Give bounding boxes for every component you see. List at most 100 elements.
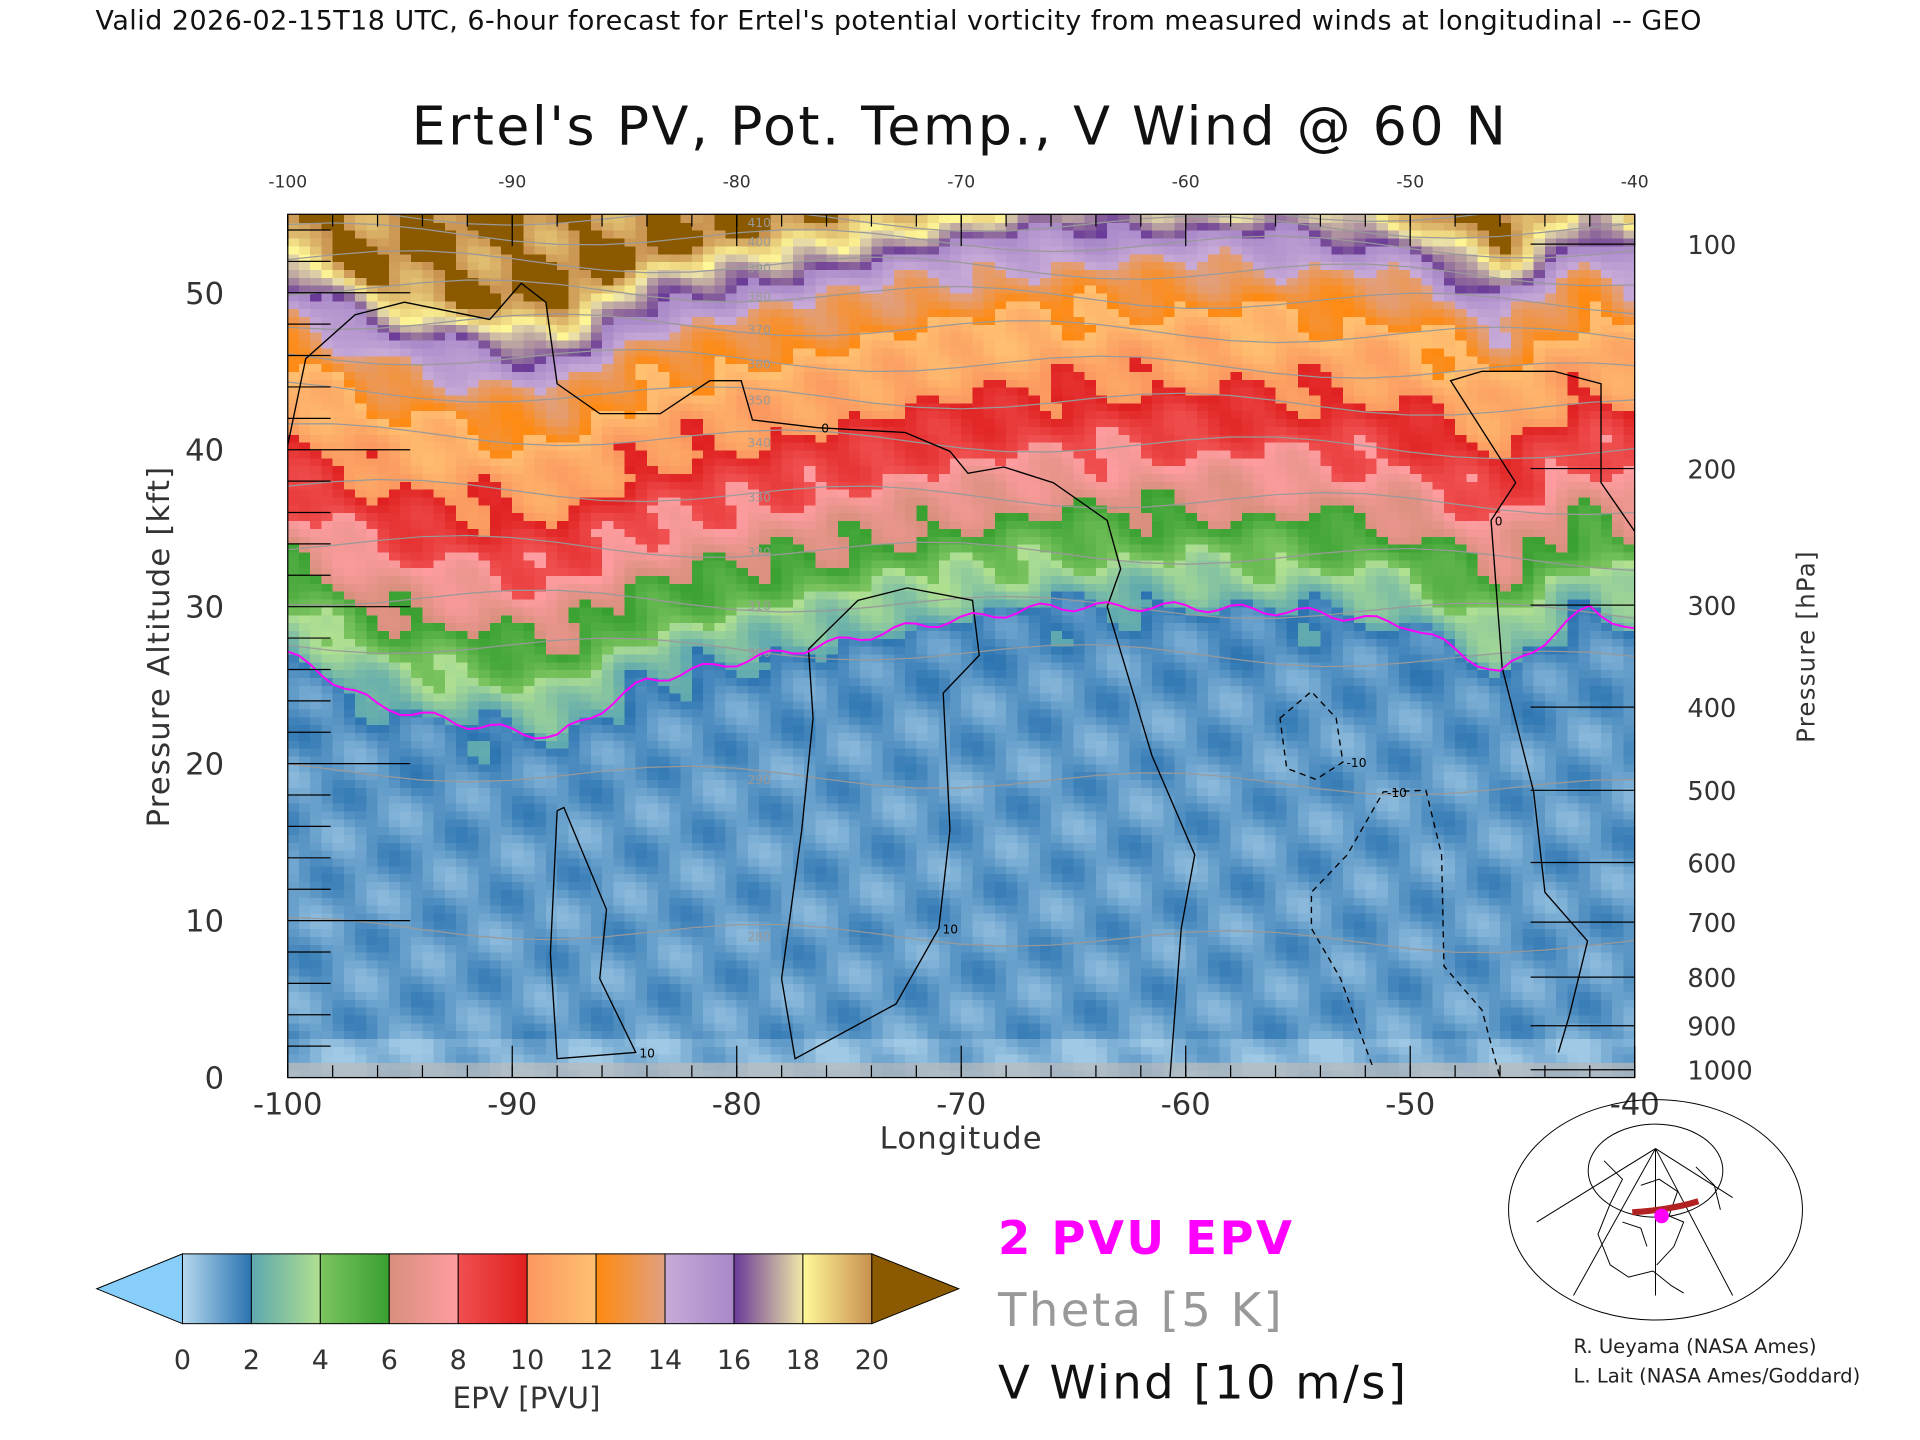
- epv-cell: [298, 402, 311, 412]
- epv-cell: [501, 897, 513, 906]
- epv-cell: [287, 496, 300, 506]
- epv-cell: [703, 747, 716, 757]
- epv-cell: [590, 669, 603, 679]
- epv-cell: [523, 928, 536, 938]
- epv-cell: [759, 269, 772, 278]
- epv-cell: [422, 865, 435, 875]
- epv-cell: [691, 512, 704, 522]
- epv-cell: [467, 881, 480, 890]
- epv-cell: [534, 520, 547, 529]
- epv-cell: [545, 371, 558, 380]
- epv-cell: [501, 1014, 513, 1024]
- epv-cell: [523, 229, 536, 239]
- epv-cell: [489, 559, 502, 569]
- epv-cell: [534, 1006, 547, 1016]
- epv-cell: [613, 488, 626, 498]
- epv-cell: [388, 512, 401, 522]
- epv-cell: [624, 1022, 637, 1032]
- epv-cell: [444, 528, 457, 537]
- epv-cell: [545, 873, 558, 883]
- epv-cell: [400, 700, 412, 710]
- epv-cell: [781, 245, 794, 255]
- epv-cell: [747, 763, 760, 773]
- epv-cell: [691, 473, 704, 482]
- epv-cell: [736, 583, 749, 592]
- epv-cell: [669, 386, 682, 396]
- epv-cell: [736, 653, 749, 663]
- epv-cell: [400, 598, 412, 608]
- epv-cell: [545, 363, 558, 372]
- epv-cell: [725, 889, 738, 898]
- epv-cell: [512, 732, 525, 741]
- epv-cell: [433, 983, 446, 992]
- epv-cell: [332, 575, 345, 584]
- epv-cell: [680, 598, 693, 608]
- epv-cell: [534, 214, 547, 223]
- epv-cell: [501, 473, 513, 482]
- epv-cell: [545, 528, 558, 537]
- epv-cell: [355, 912, 368, 922]
- epv-cell: [714, 716, 727, 726]
- epv-cell: [501, 316, 513, 325]
- epv-cell: [646, 763, 659, 773]
- epv-cell: [298, 630, 311, 639]
- epv-cell: [321, 763, 334, 773]
- epv-cell: [523, 269, 536, 278]
- epv-cell: [568, 379, 581, 388]
- epv-cell: [669, 849, 682, 859]
- epv-cell: [602, 261, 615, 270]
- epv-cell: [590, 810, 603, 820]
- epv-cell: [602, 355, 615, 365]
- epv-cell: [579, 983, 592, 992]
- epv-cell: [456, 418, 469, 427]
- epv-cell: [691, 983, 704, 992]
- epv-cell: [658, 999, 671, 1008]
- epv-cell: [456, 324, 469, 333]
- epv-cell: [624, 999, 637, 1008]
- epv-cell: [422, 936, 435, 945]
- epv-cell: [411, 677, 424, 686]
- epv-cell: [489, 638, 502, 647]
- epv-cell: [310, 363, 323, 372]
- epv-cell: [489, 457, 502, 467]
- epv-cell: [377, 661, 390, 671]
- epv-cell: [310, 339, 323, 349]
- epv-cell: [523, 912, 536, 922]
- epv-cell: [400, 630, 412, 639]
- epv-cell: [422, 1022, 435, 1032]
- epv-cell: [355, 426, 368, 435]
- epv-cell: [355, 488, 368, 498]
- epv-cell: [590, 590, 603, 600]
- epv-cell: [355, 700, 368, 710]
- epv-cell: [590, 441, 603, 451]
- epv-cell: [456, 693, 469, 702]
- epv-cell: [400, 755, 412, 765]
- epv-cell: [613, 504, 626, 514]
- epv-cell: [343, 708, 356, 718]
- epv-cell: [478, 1014, 491, 1024]
- epv-cell: [714, 967, 727, 977]
- epv-cell: [321, 873, 334, 883]
- epv-cell: [579, 449, 592, 459]
- epv-cell: [501, 865, 513, 875]
- epv-cell: [343, 410, 356, 420]
- epv-cell: [444, 386, 457, 396]
- epv-cell: [714, 339, 727, 349]
- epv-cell: [478, 740, 491, 749]
- epv-cell: [759, 983, 772, 992]
- epv-cell: [467, 685, 480, 694]
- epv-cell: [658, 700, 671, 710]
- epv-cell: [568, 543, 581, 553]
- epv-cell: [703, 795, 716, 804]
- epv-cell: [759, 488, 772, 498]
- epv-cell: [635, 810, 648, 820]
- epv-cell: [388, 473, 401, 482]
- epv-cell: [691, 1054, 704, 1063]
- epv-cell: [298, 810, 311, 820]
- epv-cell: [343, 261, 356, 270]
- epv-cell: [422, 787, 435, 796]
- epv-cell: [422, 363, 435, 372]
- epv-cell: [400, 928, 412, 938]
- epv-cell: [444, 826, 457, 836]
- epv-cell: [770, 1022, 783, 1032]
